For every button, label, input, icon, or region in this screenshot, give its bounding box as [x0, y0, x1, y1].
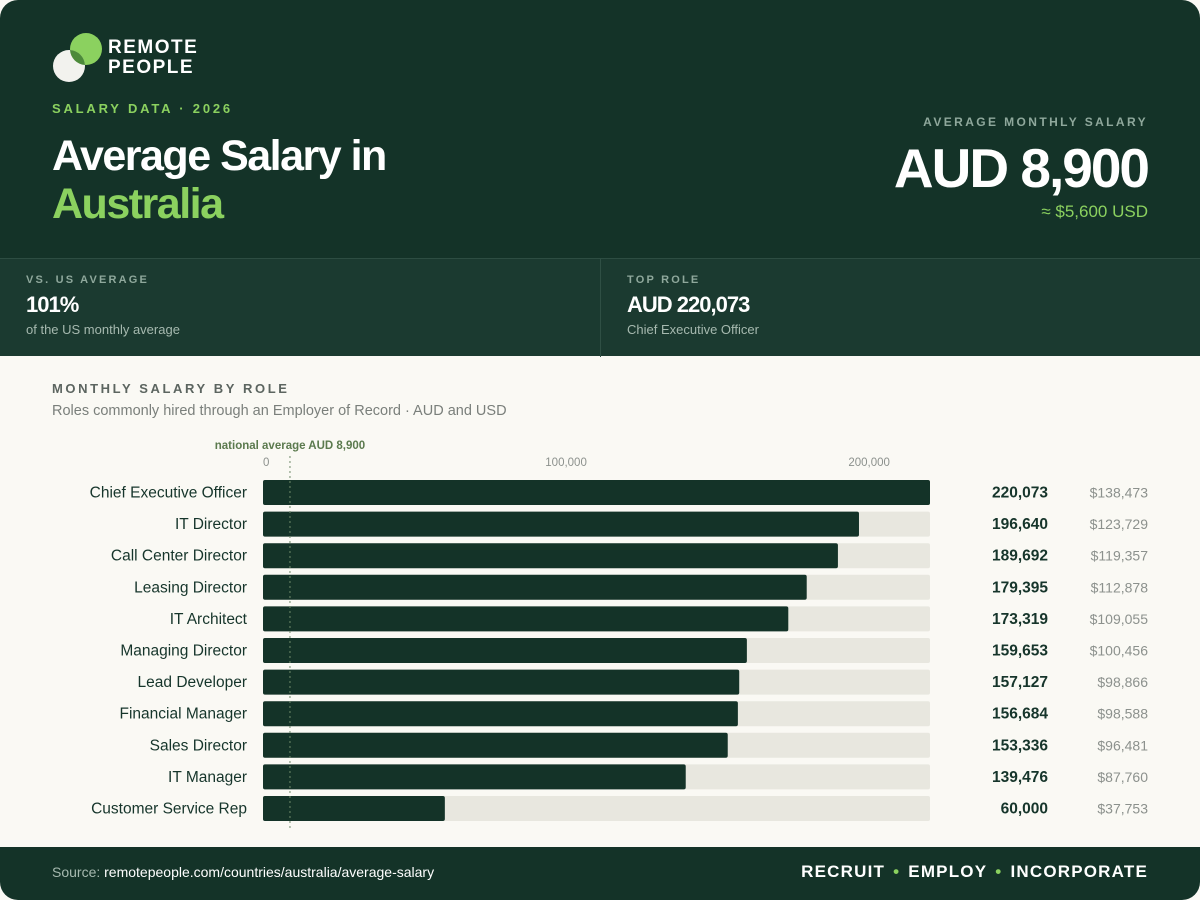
stat-vs-us: VS. US AVERAGE 101% of the US monthly av…: [0, 259, 600, 357]
category-label: Chief Executive Officer: [90, 485, 247, 502]
stat-sub: of the US monthly average: [26, 322, 180, 337]
bar: [263, 606, 789, 632]
usd-label: $123,729: [1090, 516, 1149, 532]
bar: [263, 574, 807, 600]
source-link[interactable]: remotepeople.com/countries/australia/ave…: [104, 864, 435, 880]
value-label: 196,640: [992, 516, 1048, 533]
bar: [263, 669, 740, 695]
header: REMOTE PEOPLE SALARY DATA · 2026 Average…: [0, 0, 1200, 258]
value-label: 157,127: [992, 674, 1048, 691]
stats-strip: VS. US AVERAGE 101% of the US monthly av…: [0, 258, 1200, 357]
tagline-incorporate: INCORPORATE: [1010, 862, 1148, 881]
bar: [263, 511, 859, 537]
section-title: MONTHLY SALARY BY ROLE: [52, 381, 290, 396]
section-subtitle: Roles commonly hired through an Employer…: [52, 403, 507, 419]
stat-sub: Chief Executive Officer: [627, 322, 759, 337]
logo-line-2: PEOPLE: [108, 57, 195, 78]
usd-label: $98,866: [1097, 674, 1148, 690]
usd-label: $96,481: [1097, 737, 1148, 753]
category-label: IT Manager: [168, 769, 247, 786]
category-label: IT Director: [175, 516, 247, 533]
source-line: Source: remotepeople.com/countries/austr…: [52, 864, 434, 880]
usd-label: $87,760: [1097, 769, 1148, 785]
stat-label: VS. US AVERAGE: [26, 274, 150, 286]
value-label: 159,653: [992, 643, 1048, 660]
source-prefix: Source:: [52, 864, 101, 880]
tick-label: 100,000: [545, 457, 587, 469]
tagline-employ: EMPLOY: [908, 862, 988, 881]
tagline-sep: •: [893, 862, 901, 881]
tagline-sep: •: [995, 862, 1003, 881]
category-label: Financial Manager: [119, 706, 247, 723]
logo-text: REMOTE PEOPLE: [108, 38, 198, 78]
kicker: SALARY DATA · 2026: [52, 101, 233, 116]
stat-top-role: TOP ROLE AUD 220,073 Chief Executive Off…: [600, 259, 1200, 357]
brand-logo[interactable]: REMOTE PEOPLE: [52, 32, 212, 84]
value-label: 220,073: [992, 485, 1048, 502]
value-label: 173,319: [992, 611, 1048, 628]
tagline-recruit: RECRUIT: [801, 862, 886, 881]
category-label: Customer Service Rep: [91, 801, 247, 818]
kpi-label: AVERAGE MONTHLY SALARY: [923, 115, 1148, 129]
bar: [263, 638, 747, 663]
chart-svg: 0 100,000 200,000 Chief Executive Officer 22…: [90, 440, 1149, 829]
stat-value: AUD 220,073: [627, 292, 750, 317]
usd-label: $100,456: [1090, 643, 1149, 659]
tagline: RECRUIT • EMPLOY • INCORPORATE: [801, 862, 1148, 882]
bar: [263, 701, 738, 727]
logo-circles-icon: [53, 33, 102, 82]
tick-label: 200,000: [848, 457, 890, 469]
category-label: Call Center Director: [111, 548, 247, 565]
usd-label: $98,588: [1097, 706, 1148, 722]
usd-label: $112,878: [1091, 579, 1149, 595]
bar: [263, 764, 686, 790]
bar: [263, 732, 728, 758]
page-title: Average Salary in Australia: [52, 132, 387, 228]
value-label: 60,000: [1001, 801, 1048, 818]
bar: [263, 480, 930, 505]
value-label: 156,684: [992, 706, 1048, 723]
value-label: 139,476: [992, 769, 1048, 786]
stat-label: TOP ROLE: [627, 274, 701, 286]
value-label: 179,395: [992, 579, 1048, 596]
salary-bar-chart: 0 100,000 200,000 Chief Executive Officer 22…: [0, 430, 1200, 840]
usd-label: $37,753: [1097, 801, 1148, 817]
category-label: Sales Director: [150, 737, 247, 754]
stat-value: 101%: [26, 292, 79, 317]
bar: [263, 543, 838, 569]
usd-label: $138,473: [1090, 485, 1149, 501]
usd-label: $119,357: [1091, 548, 1149, 564]
title-line-2: Australia: [52, 180, 224, 228]
logo-line-1: REMOTE: [108, 37, 199, 58]
kpi-usd: ≈ $5,600 USD: [1041, 202, 1148, 221]
category-label: IT Architect: [170, 611, 248, 628]
category-label: Lead Developer: [138, 674, 247, 691]
reference-line-label: national average AUD 8,900: [215, 440, 365, 452]
category-label: Leasing Director: [134, 579, 247, 596]
value-label: 153,336: [992, 737, 1048, 754]
usd-label: $109,055: [1090, 611, 1149, 627]
title-line-1: Average Salary in: [52, 132, 387, 180]
value-label: 189,692: [992, 548, 1048, 565]
tick-label: 0: [263, 457, 269, 469]
footer: Source: remotepeople.com/countries/austr…: [0, 847, 1200, 900]
bar: [263, 796, 445, 821]
kpi-value: AUD 8,900: [893, 137, 1150, 199]
category-label: Managing Director: [120, 643, 247, 660]
